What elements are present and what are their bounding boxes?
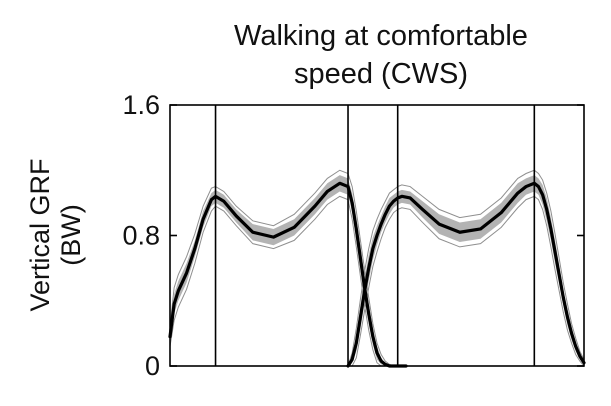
- y-tick-label-3: 1.6: [122, 90, 160, 120]
- upper-envelope-line-2: [347, 169, 585, 367]
- event-lines: [214, 105, 536, 366]
- y-tick-label-1: 0: [145, 351, 160, 381]
- y-axis-label-line-2: (BW): [56, 204, 86, 265]
- chart-title-line-1: Walking at comfortable: [234, 20, 528, 52]
- sd-band-2: [348, 175, 584, 366]
- lower-envelope-line-2: [348, 195, 585, 367]
- y-axis-label-line-1: Vertical GRF: [25, 158, 55, 311]
- lower-envelope-line-1: [169, 195, 406, 367]
- mean-lines: [168, 181, 586, 368]
- y-axis-ticks: 0 0.8 1.6: [122, 90, 584, 381]
- envelope-lines: [169, 169, 585, 367]
- chart-title-line-2: speed (CWS): [294, 58, 468, 90]
- upper-envelope-line-1: [169, 169, 406, 367]
- y-tick-label-2: 0.8: [122, 221, 160, 251]
- mean-line-2: [346, 181, 586, 368]
- mean-line-1: [168, 181, 408, 368]
